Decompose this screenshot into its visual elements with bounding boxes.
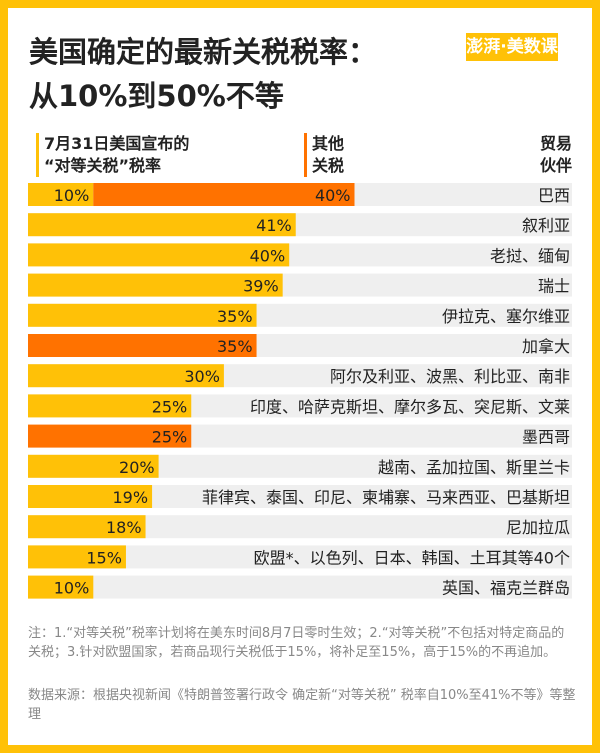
bar-track [28,515,572,539]
bar-track [28,575,572,599]
bar-other [28,334,257,357]
legend-partner-line1: 贸易 [539,134,572,153]
partner-label: 阿尔及利亚、波黑、利比亚、南非 [330,367,570,386]
bar-reciprocal [28,303,257,327]
bar-label: 18% [106,518,142,537]
bar-label: 25% [152,428,188,447]
bar-label: 41% [256,216,292,235]
bar-reciprocal [28,243,290,267]
title-line-1: 美国确定的最新关税税率： [29,35,378,69]
partner-label: 英国、福克兰群岛 [442,579,570,598]
legend-partner-line2: 伙伴 [539,156,572,175]
legend-partner: 贸易 伙伴 [540,133,572,177]
bar-label: 19% [113,488,149,507]
bar-reciprocal [28,545,126,569]
legend-reciprocal: 7月31日美国宣布的 “对等关税”税率 [36,133,189,177]
bar-reciprocal [28,454,159,478]
bar-label: 10% [54,579,90,598]
bar-other [93,183,355,206]
partner-label: 欧盟*、以色列、日本、韩国、土耳其等40个 [254,548,570,567]
partner-label: 尼加拉瓜 [506,518,570,537]
partner-label: 老挝、缅甸 [490,246,570,265]
bar-label: 30% [184,367,220,386]
bar-reciprocal [28,515,146,539]
bar-label: 35% [217,337,253,356]
bar-label: 25% [152,397,188,416]
bar-reciprocal [28,183,94,206]
partner-label: 巴西 [538,186,570,205]
page-title: 美国确定的最新关税税率： 从10%到50%不等 [29,30,377,118]
bar-label: 40% [315,186,351,205]
partner-label: 印度、哈萨克斯坦、摩尔多瓦、突尼斯、文莱 [250,397,570,416]
bar-label: 10% [54,186,90,205]
partner-label: 加拿大 [522,337,570,356]
partner-label: 伊拉克、塞尔维亚 [442,307,570,326]
bar-other [28,424,192,448]
bar-label: 15% [86,548,122,567]
bar-reciprocal [28,575,94,599]
title-line-2: 从10%到50%不等 [29,79,284,113]
bar-track [28,485,572,508]
legend-reciprocal-line1: 7月31日美国宣布的 [44,134,190,153]
bar-reciprocal [28,364,224,388]
bar-reciprocal [28,273,283,297]
logo: 澎湃·美数课 [466,33,558,61]
bar-label: 35% [217,307,253,326]
legend-other: 其他 关税 [304,133,344,177]
partner-label: 瑞士 [538,277,570,296]
partner-label: 叙利亚 [522,216,570,235]
bar-label: 20% [119,458,155,477]
legend-other-line1: 其他 [312,134,345,153]
footnote: 注：1.“对等关税”税率计划将在美东时间8月7日零时生效；2.“对等关税”不包括… [28,626,565,660]
legend-other-line2: 关税 [312,156,345,175]
bar-track [28,454,572,478]
legend-reciprocal-line2: “对等关税”税率 [44,156,162,175]
partner-label: 越南、孟加拉国、斯里兰卡 [378,458,570,477]
partner-label: 菲律宾、泰国、印尼、柬埔寨、马来西亚、巴基斯坦 [202,488,570,507]
bar-reciprocal [28,394,192,418]
partner-label: 墨西哥 [522,428,570,447]
bar-reciprocal [28,485,153,508]
source-note: 数据来源：根据央视新闻《特朗普签署行政令 确定新“对等关税” 税率自10%至41… [28,688,576,722]
bar-label: 40% [250,246,286,265]
bar-track [28,545,572,569]
bar-reciprocal [28,213,296,237]
bar-label: 39% [243,277,279,296]
